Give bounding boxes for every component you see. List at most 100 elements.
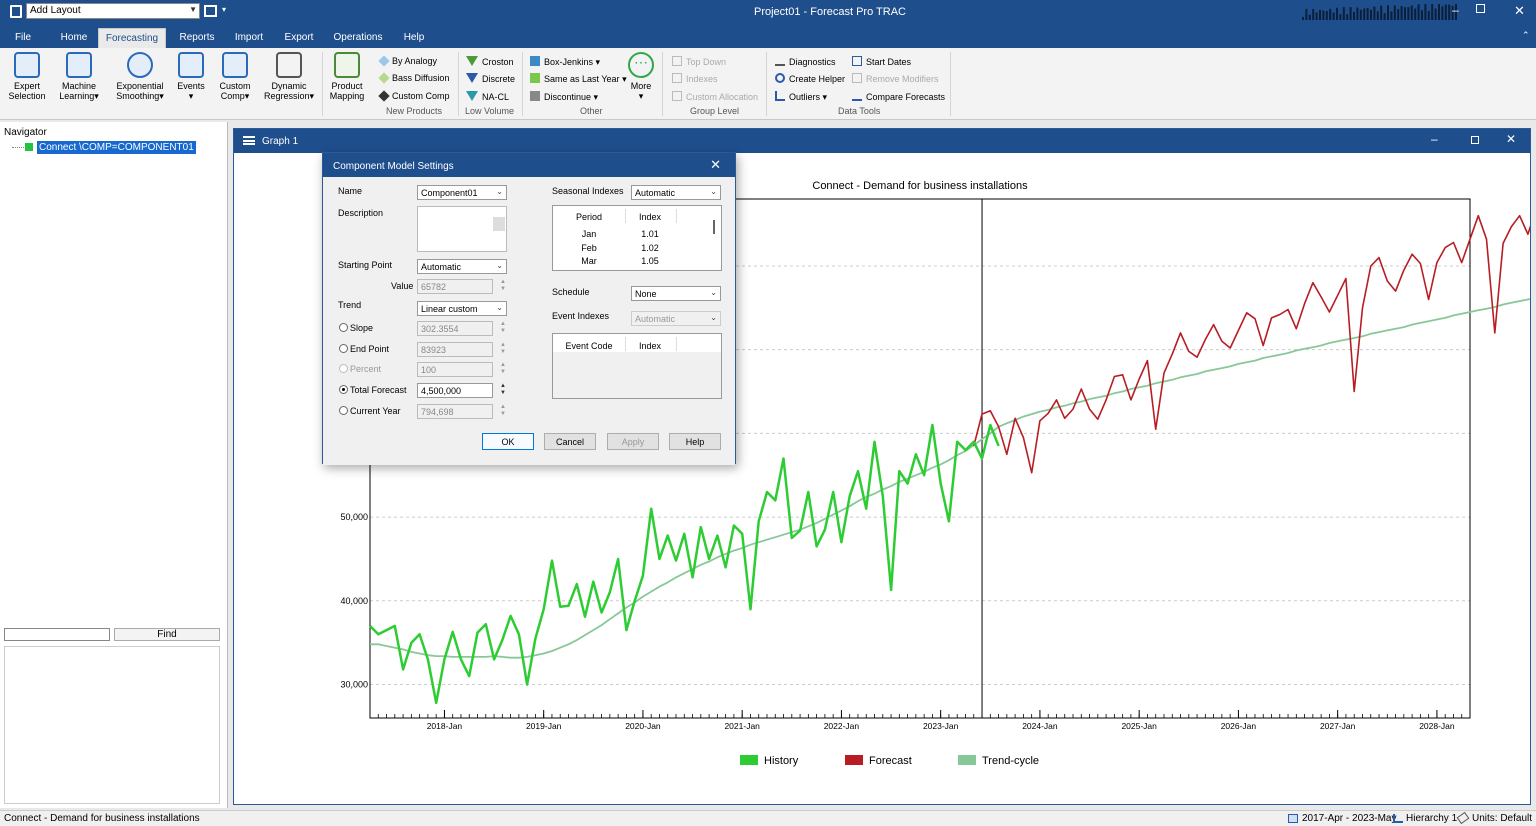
status-hierarchy[interactable]: Hierarchy 1 — [1406, 813, 1458, 824]
current-year-radio[interactable] — [339, 406, 348, 415]
event-grid-header-row — [553, 334, 721, 352]
percent-spinner-icon[interactable]: ▲ ▼ — [500, 362, 506, 375]
layout-combo[interactable]: Add Layout ▼ — [26, 3, 200, 19]
top-down-button[interactable]: Top Down — [672, 56, 726, 67]
discontinue-button[interactable]: Discontinue ▾ — [530, 91, 598, 103]
hierarchy-icon — [1393, 814, 1403, 823]
percent-radio[interactable] — [339, 364, 348, 373]
divider — [522, 52, 523, 116]
starting-point-combo[interactable]: Automatic ⌄ — [417, 259, 507, 274]
trend-combo[interactable]: Linear custom ⌄ — [417, 301, 507, 316]
minimize-icon[interactable]: – — [1431, 132, 1438, 146]
x-tick-label: 2026-Jan — [1221, 721, 1257, 731]
help-button[interactable]: Help — [669, 433, 721, 450]
tab-operations[interactable]: Operations — [333, 32, 383, 43]
exponential-smoothing-button[interactable]: Exponential Smoothing▾ — [110, 52, 170, 101]
total-forecast-radio[interactable] — [339, 385, 348, 394]
box-jenkins-button[interactable]: Box-Jenkins ▾ — [530, 56, 600, 68]
compare-forecasts-button[interactable]: Compare Forecasts — [852, 91, 945, 102]
status-units[interactable]: Units: Default — [1472, 813, 1533, 824]
remove-modifiers-button[interactable]: Remove Modifiers — [852, 73, 939, 84]
status-period[interactable]: 2017-Apr - 2023-May — [1302, 813, 1397, 824]
trend-label: Trend — [338, 300, 362, 310]
current-year-spinner-icon[interactable]: ▲ ▼ — [500, 404, 506, 417]
end-point-field[interactable]: 83923 — [417, 342, 493, 357]
scrollbar[interactable] — [713, 220, 715, 234]
custom-allocation-button[interactable]: Custom Allocation — [672, 91, 758, 102]
window-layout-icon[interactable] — [204, 5, 217, 17]
same-as-last-year-button[interactable]: Same as Last Year ▾ — [530, 73, 627, 85]
tab-file[interactable]: File — [14, 32, 32, 43]
product-mapping-label-2: Mapping — [329, 91, 365, 101]
description-textarea[interactable] — [417, 206, 507, 252]
croston-button[interactable]: Croston — [466, 56, 514, 67]
quick-access-dropdown-icon[interactable]: ▾ — [222, 5, 227, 14]
total-forecast-field[interactable]: 4,500,000 — [417, 383, 493, 398]
event-code-grid[interactable]: Event Code Index — [552, 333, 722, 399]
maximize-icon[interactable] — [1471, 136, 1479, 144]
percent-field[interactable]: 100 — [417, 362, 493, 377]
more-button[interactable]: ⋯ More ▾ — [624, 52, 658, 101]
save-icon[interactable] — [10, 5, 22, 18]
end-point-radio[interactable] — [339, 344, 348, 353]
navigator-item-selected[interactable]: Connect \COMP=COMPONENT01 — [37, 141, 196, 154]
tab-help[interactable]: Help — [403, 32, 425, 43]
outliers-button[interactable]: Outliers ▾ — [775, 91, 827, 103]
value-field[interactable]: 65782 — [417, 279, 493, 294]
tab-reports[interactable]: Reports — [179, 32, 215, 43]
apply-button[interactable]: Apply — [607, 433, 659, 450]
custom-comp-small-button[interactable]: Custom Comp — [378, 90, 450, 102]
restore-icon[interactable] — [1476, 4, 1485, 13]
seasonal-indexes-combo[interactable]: Automatic ⌄ — [631, 185, 721, 200]
expert-selection-button[interactable]: Expert Selection — [4, 52, 50, 101]
cancel-button[interactable]: Cancel — [544, 433, 596, 450]
slope-radio[interactable] — [339, 323, 348, 332]
scrollbar[interactable] — [493, 217, 505, 231]
tab-export[interactable]: Export — [284, 32, 314, 43]
tab-import[interactable]: Import — [234, 32, 264, 43]
dynamic-regression-button[interactable]: Dynamic Regression▾ — [260, 52, 318, 101]
schedule-combo[interactable]: None ⌄ — [631, 286, 721, 301]
seasonal-indexes-grid[interactable]: Period Index Jan 1.01 Feb 1.02 Mar 1.05 — [552, 205, 722, 271]
grid-divider — [625, 337, 626, 351]
total-forecast-spinner-icon[interactable]: ▲ ▼ — [500, 383, 506, 396]
by-analogy-button[interactable]: By Analogy — [378, 55, 437, 67]
discrete-button[interactable]: Discrete — [466, 73, 515, 84]
hamburger-menu-icon[interactable] — [243, 136, 255, 145]
exponential-smoothing-label: Exponential — [116, 81, 164, 91]
machine-learning-button[interactable]: Machine Learning▾ — [54, 52, 104, 101]
funnel-icon — [466, 73, 478, 83]
ok-button[interactable]: OK — [482, 433, 534, 450]
indexes-button[interactable]: Indexes — [672, 73, 718, 84]
legend-item-forecast: Forecast — [845, 755, 912, 767]
slope-spinner-icon[interactable]: ▲ ▼ — [500, 321, 506, 334]
slope-field[interactable]: 302.3554 — [417, 321, 493, 336]
divider — [766, 52, 767, 116]
tab-home[interactable]: Home — [60, 32, 88, 43]
event-indexes-combo[interactable]: Automatic ⌄ — [631, 311, 721, 326]
find-button[interactable]: Find — [114, 628, 220, 641]
create-helper-button[interactable]: Create Helper — [775, 73, 845, 84]
bass-diffusion-button[interactable]: Bass Diffusion — [378, 72, 449, 84]
ribbon-collapse-icon[interactable]: ⌃ — [1522, 30, 1530, 40]
na-cl-button[interactable]: NA-CL — [466, 91, 509, 102]
diagnostics-button[interactable]: Diagnostics — [775, 56, 836, 67]
events-button[interactable]: Events ▾ — [174, 52, 208, 101]
custom-comp-button[interactable]: Custom Comp▾ — [214, 52, 256, 101]
end-point-spinner-icon[interactable]: ▲ ▼ — [500, 342, 506, 355]
current-year-field[interactable]: 794,698 — [417, 404, 493, 419]
name-combo[interactable]: Component01 ⌄ — [417, 185, 507, 200]
chevron-down-icon: ⌄ — [496, 303, 503, 312]
minimize-icon[interactable]: – — [1452, 3, 1459, 17]
start-dates-label: Start Dates — [866, 57, 912, 67]
find-input[interactable] — [4, 628, 110, 641]
close-icon[interactable]: ✕ — [1514, 3, 1525, 18]
machine-learning-label: Machine — [61, 81, 97, 91]
tab-forecasting[interactable]: Forecasting — [98, 28, 166, 48]
close-icon[interactable]: ✕ — [1506, 132, 1517, 146]
close-icon[interactable]: ✕ — [710, 157, 721, 172]
product-mapping-button[interactable]: Product Mapping — [326, 52, 368, 101]
start-dates-button[interactable]: Start Dates — [852, 56, 911, 67]
find-results-list[interactable] — [4, 646, 220, 804]
value-spinner-icon[interactable]: ▲ ▼ — [500, 279, 506, 292]
